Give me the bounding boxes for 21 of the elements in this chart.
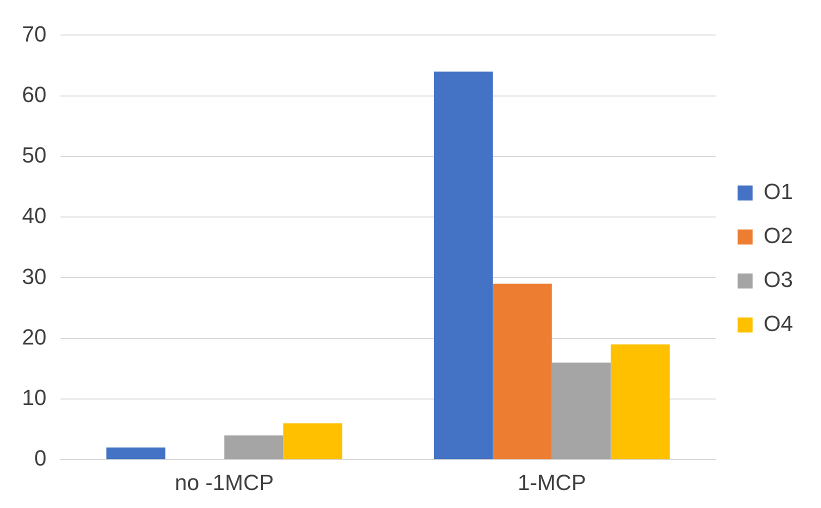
legend-label: O4 — [764, 311, 794, 336]
bar — [283, 423, 342, 460]
legend-label: O3 — [764, 267, 794, 292]
bar — [106, 447, 166, 460]
y-tick-label: 10 — [22, 385, 46, 410]
y-tick-label: 60 — [22, 82, 46, 107]
bar — [434, 72, 493, 460]
bar — [224, 435, 284, 460]
y-tick-label: 50 — [22, 142, 46, 168]
legend-label: O2 — [764, 223, 794, 248]
x-tick-label: 1-MCP — [518, 470, 586, 495]
bar — [552, 362, 611, 460]
bar — [610, 344, 670, 460]
y-tick-label: 70 — [22, 21, 46, 46]
x-tick-label: no -1MCP — [174, 470, 274, 495]
legend-label: O1 — [764, 179, 794, 204]
bar — [492, 284, 552, 460]
y-tick-label: 40 — [22, 203, 46, 228]
y-tick-label: 30 — [22, 264, 46, 289]
y-tick-label: 20 — [22, 324, 46, 350]
y-tick-label: 0 — [34, 446, 46, 471]
